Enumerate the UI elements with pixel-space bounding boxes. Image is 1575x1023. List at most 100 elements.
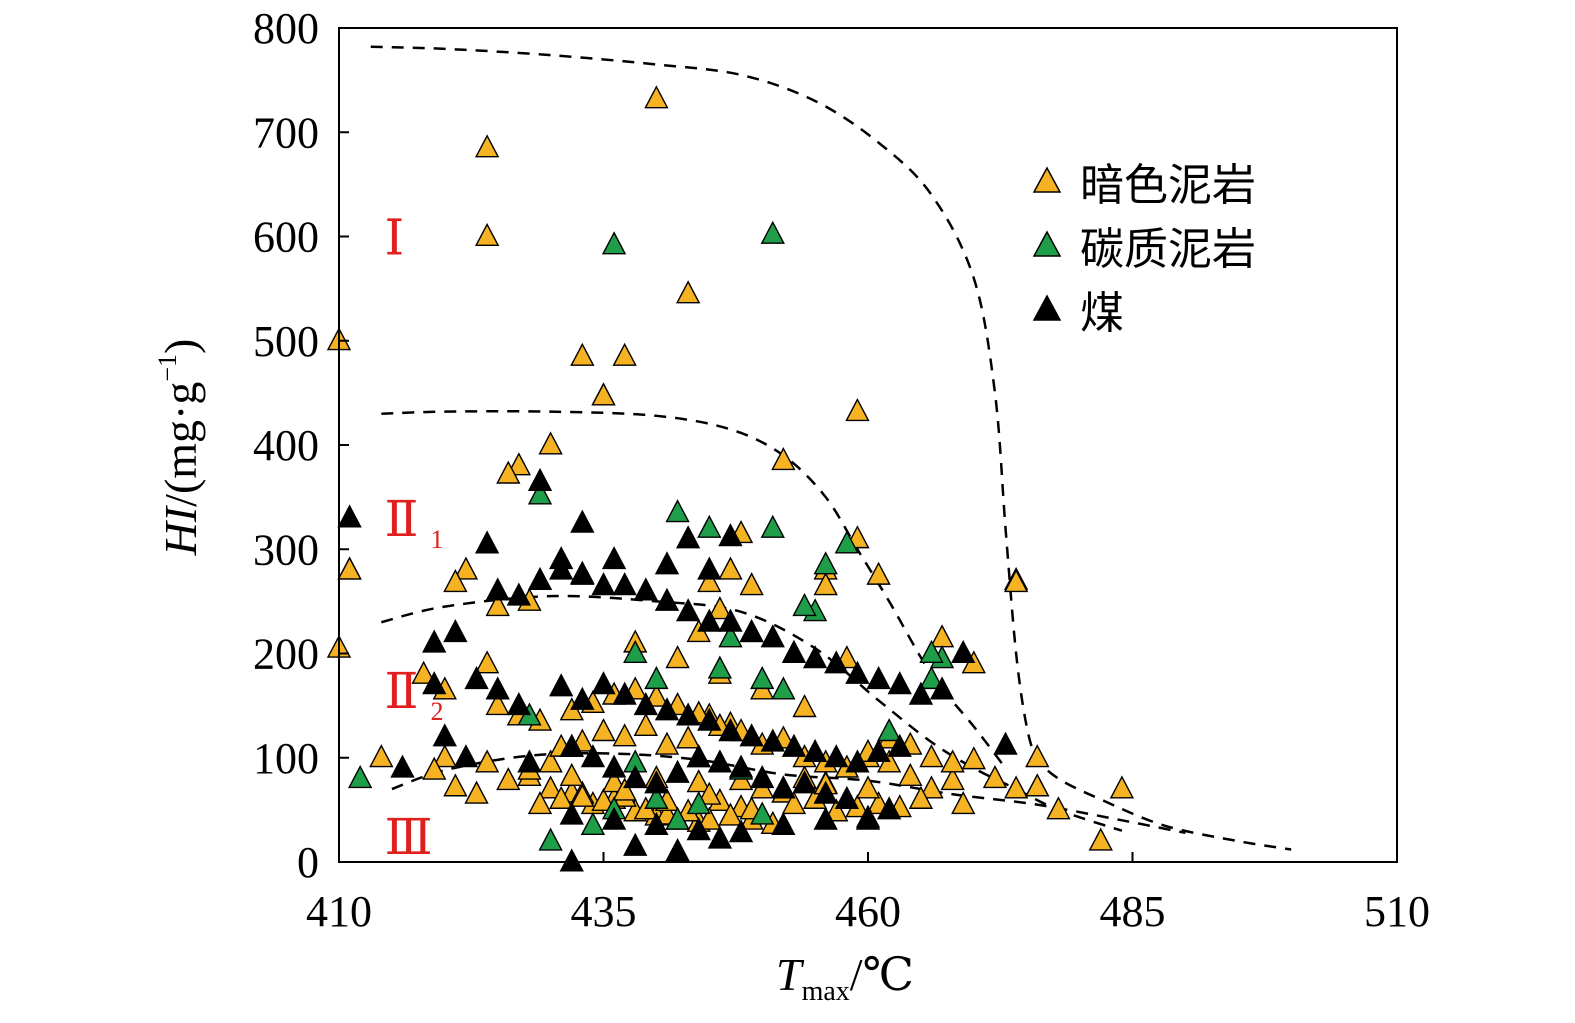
point-dark-mudstone [549,785,574,809]
point-coal [686,744,711,768]
y-axis-title-main: HI [155,504,206,556]
point-dark-mudstone [612,342,637,366]
point-coal [422,671,447,695]
point-coal [549,673,574,697]
x-tick-label: 435 [571,887,637,936]
point-dark-mudstone [559,762,584,787]
point-dark-mudstone [792,694,817,718]
point-dark-mudstone [474,749,500,773]
point-coal [877,796,902,820]
point-coal [813,806,838,830]
point-carbonaceous-mudstone [760,514,785,538]
point-coal [951,639,976,663]
point-coal [813,780,838,804]
point-dark-mudstone [570,342,595,366]
point-coal [474,530,500,554]
point-dark-mudstone [612,777,637,801]
point-coal [739,619,764,643]
point-dark-mudstone [697,569,722,593]
point-dark-mudstone [591,787,616,812]
point-coal [337,504,362,528]
region-label: Ⅰ [384,210,404,266]
point-dark-mudstone [443,569,468,593]
point-coal [929,676,955,700]
point-carbonaceous-mudstone [760,220,785,244]
region-label: Ⅱ [384,491,418,547]
point-coal [781,639,807,663]
point-dark-mudstone [527,791,553,815]
point-dark-mudstone [443,773,468,797]
point-carbonaceous-mudstone [527,481,553,505]
point-dark-mudstone [675,280,701,304]
point-coal [792,770,817,794]
point-coal [580,744,606,768]
point-coal [559,733,584,757]
point-dark-mudstone [739,572,764,596]
point-coal [549,556,574,580]
y-tick-label: 500 [253,317,319,366]
point-dark-mudstone [570,783,595,807]
point-coal [824,744,849,768]
y-tick-label: 800 [253,4,319,53]
point-dark-mudstone [929,624,955,648]
x-axis-title-sub: max [802,976,850,1007]
point-carbonaceous-mudstone [792,592,817,617]
legend-marker-dark-mudstone [1032,166,1062,193]
point-coal [728,819,754,843]
point-dark-mudstone [337,556,362,580]
point-coal [845,660,870,684]
y-axis-title: HI/(mg·g−1) [153,339,206,557]
point-coal [707,749,733,773]
point-dark-mudstone [1025,744,1050,768]
point-dark-mudstone [908,785,934,809]
point-coal [718,523,743,547]
point-coal [675,702,701,726]
legend-label-carbonaceous-mudstone: 碳质泥岩 [1080,224,1256,275]
point-coal [675,598,701,622]
point-carbonaceous-mudstone [919,639,944,663]
point-coal [718,718,743,742]
point-dark-mudstone [824,798,849,822]
point-carbonaceous-mudstone [538,827,563,851]
point-dark-mudstone [697,806,722,830]
point-dark-mudstone [474,134,500,158]
region-label-sub: 1 [430,525,443,554]
point-dark-mudstone [485,592,510,617]
point-coal [506,692,532,716]
legend: 暗色泥岩 碳质泥岩 煤 [1032,160,1256,339]
point-carbonaceous-mudstone [348,764,373,789]
point-dark-mudstone [1088,827,1113,851]
legend-marker-coal [1032,294,1062,321]
point-coal [453,744,479,768]
point-coal [612,681,637,705]
point-dark-mudstone [538,431,563,455]
point-coal [802,738,828,763]
point-coal [908,681,934,705]
point-dark-mudstone [718,556,743,580]
x-tick-label: 460 [835,887,901,936]
boundary-curve-I-II1 [370,45,1292,851]
point-coal [527,467,553,491]
plot-frame [338,27,1398,863]
point-coal [665,759,690,783]
point-coal [601,806,627,830]
point-carbonaceous-mudstone [834,530,859,554]
point-coal [781,733,807,757]
point-dark-mudstone [432,744,457,768]
y-tick-label: 700 [253,108,319,157]
point-dark-mudstone [718,802,743,826]
point-coal [443,619,468,643]
point-coal [707,825,733,849]
point-dark-mudstone [707,596,733,620]
point-dark-mudstone [464,780,489,804]
region-label: Ⅲ [384,809,432,865]
point-coal [644,811,669,836]
point-dark-mudstone [961,746,986,770]
point-dark-mudstone [538,775,563,799]
legend-marker-carbonaceous-mudstone [1032,230,1062,257]
y-tick-label: 200 [253,630,319,679]
point-coal [485,577,510,601]
point-coal [654,697,680,721]
point-coal [887,733,912,757]
